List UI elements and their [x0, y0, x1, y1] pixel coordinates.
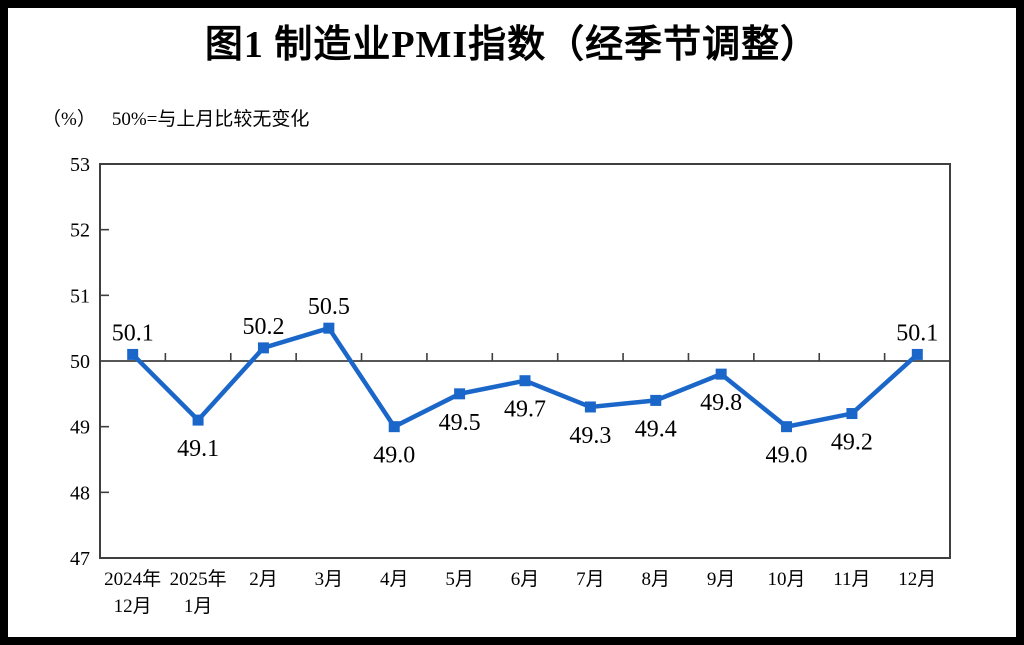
x-axis-label: 12月 [898, 569, 936, 590]
data-label: 50.2 [242, 314, 284, 340]
data-point-marker [388, 421, 400, 433]
chart-subtitle: （%） 50%=与上月比较无变化 [42, 108, 309, 132]
data-label: 49.0 [373, 443, 415, 469]
data-label: 50.5 [308, 294, 350, 320]
y-axis-label: 53 [70, 154, 90, 176]
x-axis-label: 2024年 12月 [104, 568, 161, 617]
y-axis-label: 48 [70, 482, 90, 504]
data-label: 49.0 [766, 443, 808, 469]
unit-label: （%） [42, 109, 96, 130]
data-point-marker [519, 375, 531, 387]
data-point-marker [911, 348, 923, 360]
data-point-marker [323, 322, 335, 334]
data-label: 49.1 [177, 436, 219, 462]
y-axis-label: 47 [70, 548, 90, 570]
data-label: 49.4 [635, 416, 677, 442]
data-label: 49.5 [439, 410, 481, 436]
data-label: 50.1 [112, 320, 154, 346]
y-axis-label: 51 [70, 285, 90, 307]
data-point-marker [127, 348, 139, 360]
y-axis-label: 49 [70, 417, 90, 439]
data-point-marker [584, 401, 596, 413]
data-point-marker [846, 408, 858, 420]
data-point-marker [650, 394, 662, 406]
data-label: 49.7 [504, 397, 546, 423]
data-point-marker [715, 368, 727, 380]
x-axis-label: 4月 [380, 569, 409, 590]
x-axis-label: 6月 [511, 569, 540, 590]
x-axis-label: 3月 [315, 569, 344, 590]
x-axis-label: 2025年 1月 [170, 568, 227, 617]
x-axis-label: 8月 [642, 569, 671, 590]
x-axis-label: 5月 [445, 569, 474, 590]
y-axis-label: 50 [70, 351, 90, 373]
data-label: 49.3 [569, 423, 611, 449]
data-label: 50.1 [896, 320, 938, 346]
data-point-marker [781, 421, 793, 433]
data-point-marker [192, 414, 204, 426]
data-point-marker [454, 388, 466, 400]
x-axis-label: 11月 [833, 569, 870, 590]
x-axis-label: 2月 [249, 569, 278, 590]
data-label: 49.8 [700, 390, 742, 416]
data-point-marker [257, 342, 269, 354]
x-axis-label: 9月 [707, 569, 736, 590]
chart-title: 图1 制造业PMI指数（经季节调整） [204, 24, 820, 66]
data-label: 49.2 [831, 430, 873, 456]
reference-note: 50%=与上月比较无变化 [111, 109, 310, 130]
x-axis-label: 7月 [576, 569, 605, 590]
x-axis-label: 10月 [768, 569, 806, 590]
y-axis-label: 52 [70, 220, 90, 242]
